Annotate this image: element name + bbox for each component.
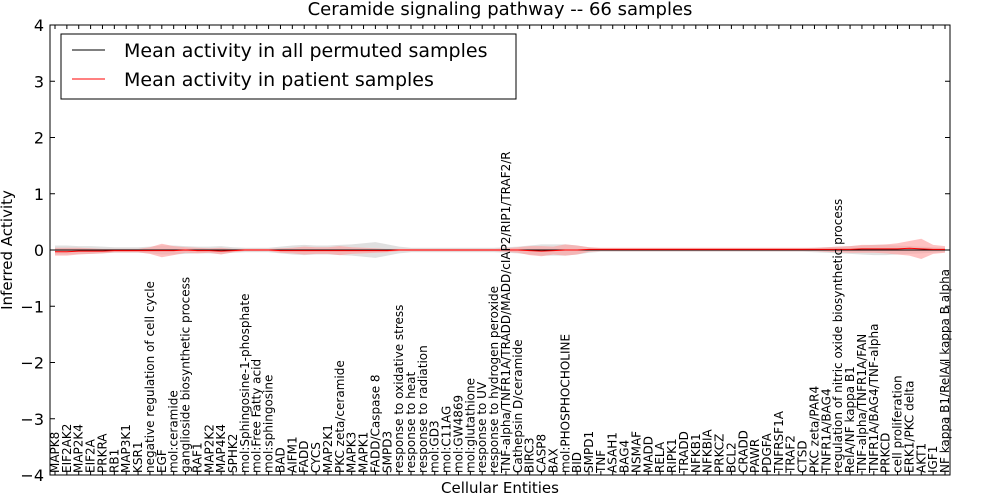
x-tick-label: NFKBIA [701, 428, 715, 473]
series-lines [55, 247, 945, 253]
y-tick-label: −4 [20, 466, 44, 485]
x-tick-label: RB1 [107, 449, 121, 473]
x-tick-label: response to heat [404, 371, 418, 473]
x-tick-label: BAG4 [618, 440, 632, 473]
x-tick-label: BCL2 [724, 442, 738, 473]
x-tick-label: response to UV [475, 381, 489, 473]
legend: Mean activity in all permuted samples Mea… [60, 33, 517, 100]
x-tick-label: TRAF2 [784, 435, 798, 474]
x-tick-label: SPHK2 [226, 434, 240, 473]
x-tick-label: ganglioside biosynthetic process [179, 277, 193, 473]
x-tick-label: SMPD1 [582, 431, 596, 473]
x-tick-label: RelA/NF kappa B1 [843, 366, 857, 473]
x-tick-label: response to radiation [416, 345, 430, 473]
x-tick-label: MAPK1 [357, 432, 371, 473]
x-tick-label: NSMAF [630, 431, 644, 473]
x-tick-label: response to oxidative stress [392, 305, 406, 473]
x-tick-label: BAD [274, 447, 288, 473]
y-tick-label: −2 [20, 354, 44, 373]
x-tick-label: PKC zeta/ceramide [333, 360, 347, 473]
x-tick-label: AKT1 [914, 443, 928, 473]
x-tick-label: CTSD [796, 440, 810, 473]
series-line-patient [55, 247, 945, 253]
x-tick-label: PKC zeta/PAR4 [808, 386, 822, 473]
y-axis: −4 −3 −2 −1 0 1 2 3 4 [20, 16, 950, 485]
x-tick-label: PRKRA [96, 433, 110, 473]
x-tick-label: ERK1/PKC delta [902, 380, 916, 473]
x-tick-label: mol:GD3 [428, 420, 442, 473]
y-tick-label: −3 [20, 410, 44, 429]
y-tick-label: 2 [34, 129, 44, 148]
chart-title: Ceramide signaling pathway -- 66 samples [308, 0, 693, 20]
x-tick-label: CYCS [309, 442, 323, 473]
x-tick-label: RIPK1 [665, 438, 679, 473]
x-tick-label: mol:PHOSPHOCHOLINE [558, 334, 572, 473]
x-tick-label: EIF2AK2 [60, 424, 74, 473]
y-axis-label: Inferred Activity [0, 190, 16, 310]
x-tick-label: TNFR1A/BAG4 [819, 388, 833, 474]
x-tick-label: NFKB1 [689, 433, 703, 473]
x-tick-label: TNF-alpha/TNFR1A/FAN [855, 334, 869, 474]
x-tick-label: MADD [641, 436, 655, 473]
x-tick-label: MAP2K1 [321, 424, 335, 473]
x-tick-label: mol:GW4869 [452, 395, 466, 473]
x-tick-label: TNF-alpha/TNFR1A/TRADD/MADD/cIAP2/RIP1/T… [499, 151, 513, 474]
x-tick-label: MAP4K4 [214, 424, 228, 473]
x-tick-label: regulation of nitric oxide biosynthetic … [831, 199, 845, 473]
x-tick-label: response to hydrogen peroxide [487, 286, 501, 473]
x-tick-label: mol:sphingosine [262, 375, 276, 473]
x-axis: MAPK8EIF2AK2MAP2K4EIF2APRKRARB1MAP3K1KSR… [48, 25, 952, 475]
x-tick-label: PAWR [748, 439, 762, 473]
x-tick-label: FADD/Caspase 8 [368, 374, 382, 473]
x-tick-label: MAP2K4 [72, 424, 86, 473]
x-tick-label: mol:glutathione [463, 378, 477, 473]
x-tick-label: BID [570, 452, 584, 473]
x-tick-label: mol:Free Fatty acid [250, 359, 264, 473]
x-tick-label: EGF [155, 449, 169, 473]
x-tick-label: CASP8 [535, 434, 549, 473]
x-tick-label: Cathepsin D/ceramide [511, 339, 525, 473]
x-tick-label: cell proliferation [891, 375, 905, 473]
x-tick-label: PRKCD [879, 433, 893, 473]
x-tick-label: KSR1 [131, 442, 145, 473]
x-tick-label: MAPK3 [345, 432, 359, 473]
x-tick-label: NF kappa B1/RelA/I kappa B alpha [938, 269, 952, 473]
x-tick-label: IGF1 [926, 446, 940, 473]
x-tick-label: MAPK8 [48, 432, 62, 473]
y-tick-label: 1 [34, 185, 44, 204]
y-tick-label: 3 [34, 72, 44, 91]
band-patient [55, 238, 945, 259]
x-tick-label: AIFM1 [285, 436, 299, 473]
legend-label: Mean activity in patient samples [124, 69, 434, 91]
x-tick-label: mol:Sphingosine-1-phosphate [238, 294, 252, 474]
x-axis-label: Cellular Entities [441, 479, 559, 497]
x-tick-label: MAP2K2 [202, 424, 216, 473]
x-tick-label: ASAH1 [606, 432, 620, 473]
x-tick-label: MAP3K1 [119, 424, 133, 473]
legend-label: Mean activity in all permuted samples [124, 40, 487, 62]
x-tick-label: TRADD [677, 431, 691, 474]
x-tick-label: PRKCZ [713, 434, 727, 473]
x-tick-label: mol:ceramide [167, 390, 181, 473]
x-tick-label: CRADD [736, 430, 750, 473]
x-tick-label: RELA [653, 441, 667, 473]
x-tick-label: PDGFA [760, 432, 774, 473]
x-tick-label: SMPD3 [380, 431, 394, 473]
x-tick-label: TNFRSF1A [772, 410, 786, 474]
x-tick-label: TNFR1A/BAG4/TNF-alpha [867, 324, 881, 474]
x-tick-label: TNF [594, 450, 608, 474]
x-tick-label: negative regulation of cell cycle [143, 281, 157, 473]
y-tick-label: 4 [34, 16, 44, 35]
x-tick-label: FADD [297, 441, 311, 474]
x-tick-label: EIF2A [84, 438, 98, 473]
x-tick-label: RAF1 [190, 442, 204, 473]
y-tick-label: 0 [34, 241, 44, 260]
x-tick-label: BIRC3 [523, 437, 537, 473]
x-tick-label: mol:C11AG [440, 406, 454, 473]
legend-box [60, 33, 517, 100]
y-tick-label: −1 [20, 297, 44, 316]
x-tick-label: BAX [546, 448, 560, 473]
